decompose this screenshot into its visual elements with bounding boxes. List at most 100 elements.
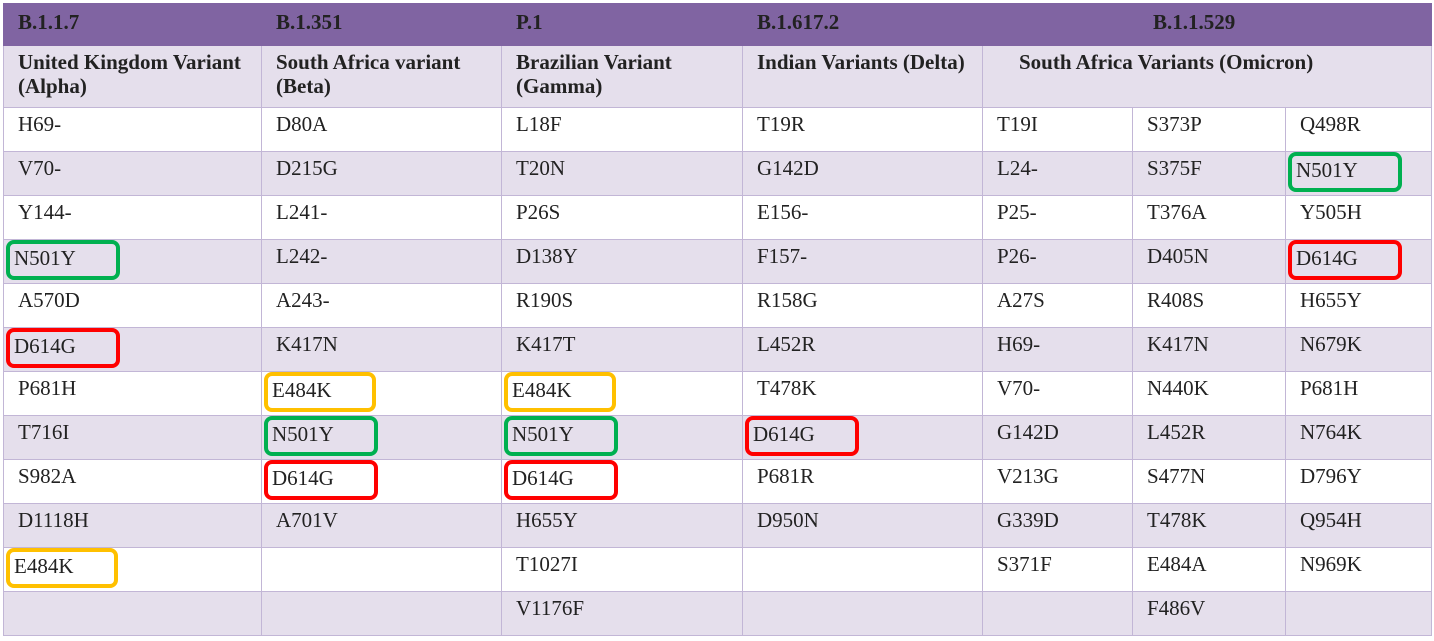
cell: Q954H [1285, 503, 1432, 548]
cell: E484K [261, 371, 502, 416]
cell: D138Y [501, 239, 743, 284]
cell-text: R158G [757, 288, 818, 312]
cell: S375F [1132, 151, 1286, 196]
cell-text: G142D [757, 156, 819, 180]
cell-text: N501Y [1288, 152, 1402, 192]
cell: T478K [1132, 503, 1286, 548]
cell-text: P25- [997, 200, 1037, 224]
cell: G142D [982, 415, 1133, 460]
cell: G339D [982, 503, 1133, 548]
cell: A27S [982, 283, 1133, 328]
data-row: N501Y L242- D138Y F157- P26- D405N D614G [3, 239, 1432, 284]
cell-text: V213G [997, 464, 1059, 488]
cell-text: B.1.617.2 [757, 10, 840, 34]
cell: D614G [742, 415, 983, 460]
cell [1285, 591, 1432, 636]
cell: D950N [742, 503, 983, 548]
cell: D614G [501, 459, 743, 504]
cell: H69- [3, 107, 262, 152]
cell: H69- [982, 327, 1133, 372]
table-body: B.1.1.7 B.1.351 P.1 B.1.617.2 B.1.1.529 Unite… [3, 3, 1432, 636]
cell-text: B.1.1.7 [18, 10, 80, 34]
cell-text: V1176F [516, 596, 585, 620]
cell: T19R [742, 107, 983, 152]
cell: S373P [1132, 107, 1286, 152]
cell: T716I [3, 415, 262, 460]
cell-text: R408S [1147, 288, 1205, 312]
cell: S371F [982, 547, 1133, 592]
cell-text: E484K [504, 372, 616, 412]
cell-text: H655Y [1300, 288, 1362, 312]
cell-text: L24- [997, 156, 1038, 180]
cell [982, 591, 1133, 636]
cell-text: A243- [276, 288, 330, 312]
cell-text: E156- [757, 200, 809, 224]
cell: D614G [261, 459, 502, 504]
cell-text: S375F [1147, 156, 1202, 180]
cell-text: T1027I [516, 552, 578, 576]
cell-text: P.1 [516, 10, 543, 34]
cell: E484K [501, 371, 743, 416]
cell-text: H655Y [516, 508, 578, 532]
cell: L242- [261, 239, 502, 284]
cell: P26S [501, 195, 743, 240]
cell-text: South Africa Variants (Omicron) [1019, 50, 1314, 74]
header-cell: B.1.351 [261, 3, 502, 46]
cell: N501Y [501, 415, 743, 460]
cell-text: D614G [745, 416, 859, 456]
cell: F157- [742, 239, 983, 284]
cell: P681R [742, 459, 983, 504]
cell-text: V70- [997, 376, 1041, 400]
cell: Y144- [3, 195, 262, 240]
cell-text: P681R [757, 464, 815, 488]
cell-text: F157- [757, 244, 808, 268]
cell-text: D138Y [516, 244, 578, 268]
cell [3, 591, 262, 636]
cell: P681H [3, 371, 262, 416]
cell-text: S371F [997, 552, 1052, 576]
cell-text: T376A [1147, 200, 1207, 224]
cell-text: D796Y [1300, 464, 1362, 488]
data-row: P681H E484K E484K T478K V70- N440K P681H [3, 371, 1432, 416]
cell: F486V [1132, 591, 1286, 636]
cell-text: T20N [516, 156, 565, 180]
cell-text: G142D [997, 420, 1059, 444]
cell-text: Indian Variants (Delta) [757, 50, 965, 74]
cell-text: D614G [504, 460, 618, 500]
cell: R190S [501, 283, 743, 328]
cell-text: Q954H [1300, 508, 1362, 532]
cell-text: D614G [264, 460, 378, 500]
cell: K417N [261, 327, 502, 372]
cell-text: T478K [757, 376, 817, 400]
cell-text: Brazilian Variant (Gamma) [516, 50, 672, 98]
cell-text: South Africa variant (Beta) [276, 50, 461, 98]
cell-text: P681H [18, 376, 77, 400]
cell-text: N679K [1300, 332, 1362, 356]
cell-text: L241- [276, 200, 328, 224]
cell: D1118H [3, 503, 262, 548]
cell-text: N501Y [264, 416, 378, 456]
cell: D614G [3, 327, 262, 372]
data-row: V1176F F486V [3, 591, 1432, 636]
cell-text: K417N [276, 332, 338, 356]
cell-text: D950N [757, 508, 819, 532]
header-cell: B.1.617.2 [742, 3, 983, 46]
cell-text: F486V [1147, 596, 1206, 620]
cell-text: T478K [1147, 508, 1207, 532]
cell: D405N [1132, 239, 1286, 284]
cell: P25- [982, 195, 1133, 240]
cell: N679K [1285, 327, 1432, 372]
cell-text: H69- [18, 112, 62, 136]
cell: N764K [1285, 415, 1432, 460]
cell: K417T [501, 327, 743, 372]
cell: N501Y [261, 415, 502, 460]
cell: A243- [261, 283, 502, 328]
cell: L452R [1132, 415, 1286, 460]
cell: P26- [982, 239, 1133, 284]
cell-text: T19R [757, 112, 805, 136]
cell: E484K [3, 547, 262, 592]
cell-text: A701V [276, 508, 338, 532]
cell-text: D614G [6, 328, 120, 368]
cell: D80A [261, 107, 502, 152]
cell: N440K [1132, 371, 1286, 416]
